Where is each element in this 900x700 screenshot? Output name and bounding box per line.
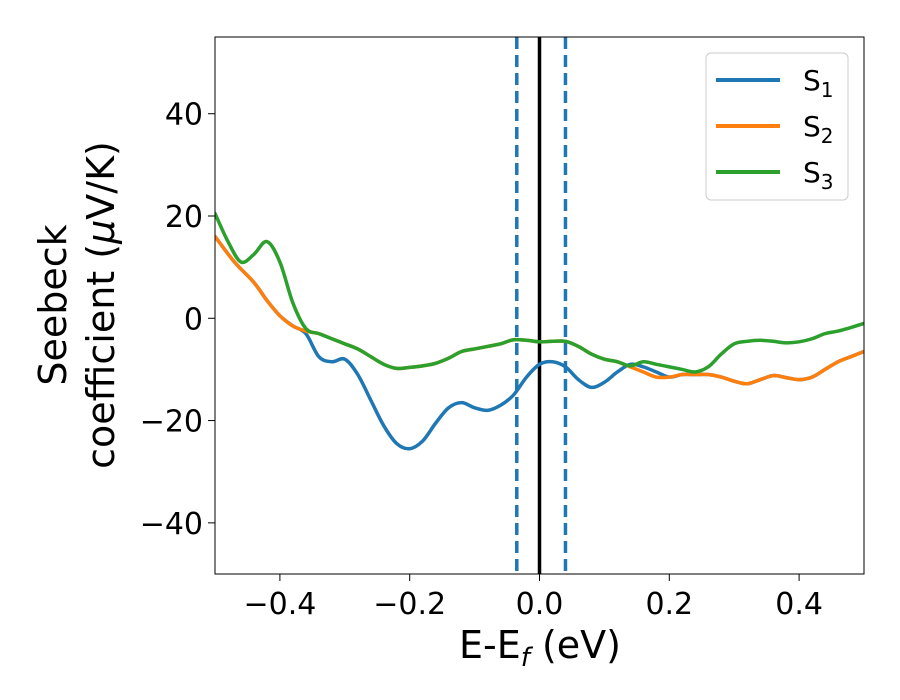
y-tick-label: 20 xyxy=(165,200,203,235)
y-tick-label: 0 xyxy=(184,302,203,337)
legend-label-base: S xyxy=(803,156,821,189)
x-axis-label-unit: (eV) xyxy=(530,623,621,667)
y-axis-label-mu: μ xyxy=(79,220,123,245)
legend-label-subscript: 3 xyxy=(821,170,834,194)
x-axis-ticks: −0.4 −0.2 0.0 0.2 0.4 xyxy=(243,574,823,622)
y-axis-label-line1: Seebeck xyxy=(31,224,75,385)
series-lines xyxy=(215,211,864,451)
y-axis-ticks: −40 −20 0 20 40 xyxy=(140,98,215,542)
legend-label-subscript: 2 xyxy=(821,124,834,148)
x-tick-label: −0.4 xyxy=(243,587,316,622)
x-tick-label: −0.2 xyxy=(373,587,446,622)
x-tick-label: 0.0 xyxy=(516,587,564,622)
x-tick-label: 0.2 xyxy=(645,587,693,622)
y-axis-label-line2: coefficient (μV/K) xyxy=(79,141,123,469)
y-tick-label: 40 xyxy=(165,98,203,133)
legend-label-3: S3 xyxy=(803,156,834,194)
legend-label-2: S2 xyxy=(803,110,834,148)
x-axis-label-main: E-E xyxy=(459,623,521,667)
x-axis-label: E-Ef (eV) xyxy=(459,623,621,673)
reference-lines xyxy=(515,37,568,574)
legend-label-base: S xyxy=(803,110,821,143)
y-axis-label-line2-suffix: V/K) xyxy=(79,141,123,220)
x-tick-label: 0.4 xyxy=(775,587,823,622)
legend-label-base: S xyxy=(803,64,821,97)
y-tick-label: −20 xyxy=(140,405,203,440)
series-line-s3 xyxy=(215,211,864,374)
y-tick-label: −40 xyxy=(140,507,203,542)
legend-label-subscript: 1 xyxy=(821,78,834,102)
y-axis-label-line2-prefix: coefficient ( xyxy=(79,244,123,469)
legend-label-1: S1 xyxy=(803,64,834,102)
